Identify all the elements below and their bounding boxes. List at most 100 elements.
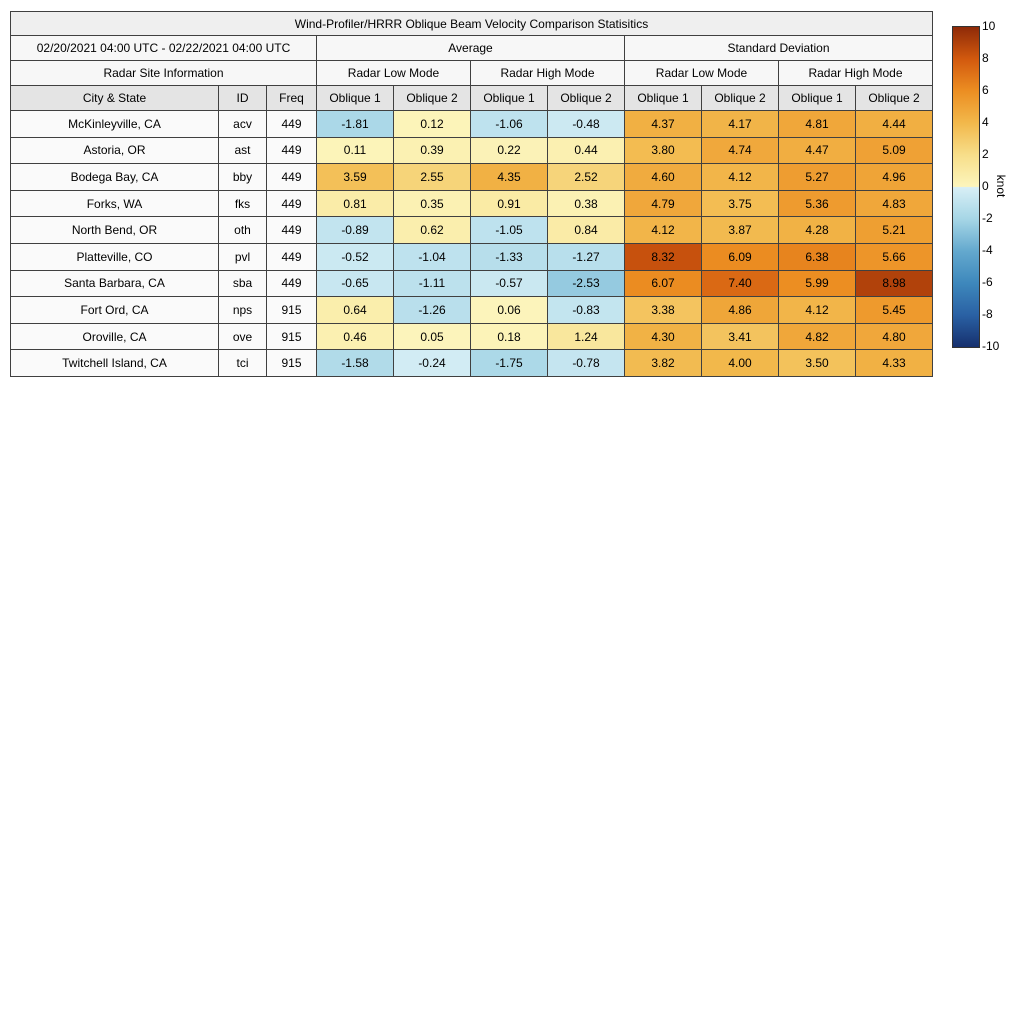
value-cell: 0.62: [393, 216, 471, 244]
value-cell: 5.45: [855, 296, 933, 324]
table-title: Wind-Profiler/HRRR Oblique Beam Velocity…: [10, 11, 933, 36]
value-cell: 5.09: [855, 136, 933, 165]
colorbar-tick-label: -2: [982, 211, 993, 225]
col-header-oblique1: Oblique 1: [316, 85, 394, 111]
freq-cell: 449: [266, 242, 317, 271]
value-cell: 3.75: [701, 189, 779, 218]
value-cell: 4.82: [778, 322, 856, 351]
value-cell: 2.55: [393, 163, 471, 191]
id-cell: pvl: [218, 242, 267, 271]
city-cell: Oroville, CA: [10, 322, 219, 351]
city-cell: Twitchell Island, CA: [10, 349, 219, 377]
value-cell: 0.35: [393, 189, 471, 218]
colorbar-tick-label: 6: [982, 83, 989, 97]
value-cell: -0.83: [547, 296, 625, 324]
id-cell: oth: [218, 216, 267, 244]
value-cell: 4.96: [855, 163, 933, 191]
value-cell: 5.27: [778, 163, 856, 191]
value-cell: 0.81: [316, 189, 394, 218]
value-cell: 4.17: [701, 110, 779, 138]
table-row: Astoria, OR ast 449 0.11 0.39 0.22 0.44 3.80 4.7…: [10, 136, 933, 165]
value-cell: -1.04: [393, 242, 471, 271]
value-cell: 0.39: [393, 136, 471, 165]
value-cell: 4.35: [470, 163, 548, 191]
value-cell: 3.82: [624, 349, 702, 377]
city-cell: McKinleyville, CA: [10, 110, 219, 138]
value-cell: -0.89: [316, 216, 394, 244]
table-row: Platteville, CO pvl 449 -0.52 -1.04 -1.33 -1.2…: [10, 242, 933, 271]
city-cell: Forks, WA: [10, 189, 219, 218]
city-cell: Platteville, CO: [10, 242, 219, 271]
col-header-oblique2: Oblique 2: [393, 85, 471, 111]
value-cell: 8.32: [624, 242, 702, 271]
city-cell: Santa Barbara, CA: [10, 269, 219, 298]
value-cell: -2.53: [547, 269, 625, 298]
value-cell: 0.22: [470, 136, 548, 165]
value-cell: 0.84: [547, 216, 625, 244]
colorbar-tick-label: -4: [982, 243, 993, 257]
colorbar-tick-label: -10: [982, 339, 1000, 353]
table-body: McKinleyville, CA acv 449 -1.81 0.12 -1.06 -0.…: [10, 110, 933, 377]
mode-header-avg-high: Radar High Mode: [470, 60, 625, 86]
table-row: Fort Ord, CA nps 915 0.64 -1.26 0.06 -0.83 3.38…: [10, 296, 933, 324]
value-cell: 0.91: [470, 189, 548, 218]
city-cell: Astoria, OR: [10, 136, 219, 165]
value-cell: 4.60: [624, 163, 702, 191]
value-cell: 6.38: [778, 242, 856, 271]
col-header-id: ID: [218, 85, 267, 111]
freq-cell: 449: [266, 136, 317, 165]
col-header-oblique1: Oblique 1: [778, 85, 856, 111]
table-row: Bodega Bay, CA bby 449 3.59 2.55 4.35 2.52 4.60…: [10, 163, 933, 191]
value-cell: -1.75: [470, 349, 548, 377]
freq-cell: 915: [266, 296, 317, 324]
value-cell: 3.87: [701, 216, 779, 244]
value-cell: 3.80: [624, 136, 702, 165]
value-cell: 3.59: [316, 163, 394, 191]
colorbar-tick-label: 2: [982, 147, 989, 161]
city-cell: Fort Ord, CA: [10, 296, 219, 324]
value-cell: 3.50: [778, 349, 856, 377]
col-header-oblique1: Oblique 1: [624, 85, 702, 111]
value-cell: -1.58: [316, 349, 394, 377]
id-cell: nps: [218, 296, 267, 324]
colorbar-tick-label: -6: [982, 275, 993, 289]
value-cell: 0.44: [547, 136, 625, 165]
colorbar-ticks: 10 8 6 4 2 0 -2 -4 -6 -8 -10: [982, 20, 1016, 352]
freq-cell: 449: [266, 163, 317, 191]
mode-header-std-high: Radar High Mode: [778, 60, 933, 86]
table-row: Twitchell Island, CA tci 915 -1.58 -0.24 -1.7…: [10, 349, 933, 377]
freq-cell: 449: [266, 269, 317, 298]
value-cell: 2.52: [547, 163, 625, 191]
id-cell: ove: [218, 322, 267, 351]
value-cell: 3.41: [701, 322, 779, 351]
value-cell: 4.80: [855, 322, 933, 351]
value-cell: 0.64: [316, 296, 394, 324]
value-cell: 6.07: [624, 269, 702, 298]
value-cell: 4.37: [624, 110, 702, 138]
col-header-oblique2: Oblique 2: [701, 85, 779, 111]
value-cell: -0.24: [393, 349, 471, 377]
value-cell: -1.33: [470, 242, 548, 271]
city-cell: Bodega Bay, CA: [10, 163, 219, 191]
stats-table: Wind-Profiler/HRRR Oblique Beam Velocity…: [10, 11, 933, 377]
value-cell: 8.98: [855, 269, 933, 298]
value-cell: 5.66: [855, 242, 933, 271]
city-cell: North Bend, OR: [10, 216, 219, 244]
value-cell: 4.79: [624, 189, 702, 218]
table-row: Oroville, CA ove 915 0.46 0.05 0.18 1.24 4.30 3.…: [10, 322, 933, 351]
value-cell: -0.57: [470, 269, 548, 298]
col-header-oblique2: Oblique 2: [547, 85, 625, 111]
freq-cell: 915: [266, 322, 317, 351]
value-cell: 4.74: [701, 136, 779, 165]
value-cell: 4.83: [855, 189, 933, 218]
table-row: McKinleyville, CA acv 449 -1.81 0.12 -1.06 -0.…: [10, 110, 933, 138]
table-row: Forks, WA fks 449 0.81 0.35 0.91 0.38 4.79 3.75 5…: [10, 189, 933, 218]
value-cell: 6.09: [701, 242, 779, 271]
col-header-oblique2: Oblique 2: [855, 85, 933, 111]
freq-cell: 449: [266, 110, 317, 138]
value-cell: 4.12: [778, 296, 856, 324]
colorbar-unit-label: knot: [994, 174, 1008, 198]
value-cell: 5.21: [855, 216, 933, 244]
value-cell: -1.26: [393, 296, 471, 324]
value-cell: 7.40: [701, 269, 779, 298]
